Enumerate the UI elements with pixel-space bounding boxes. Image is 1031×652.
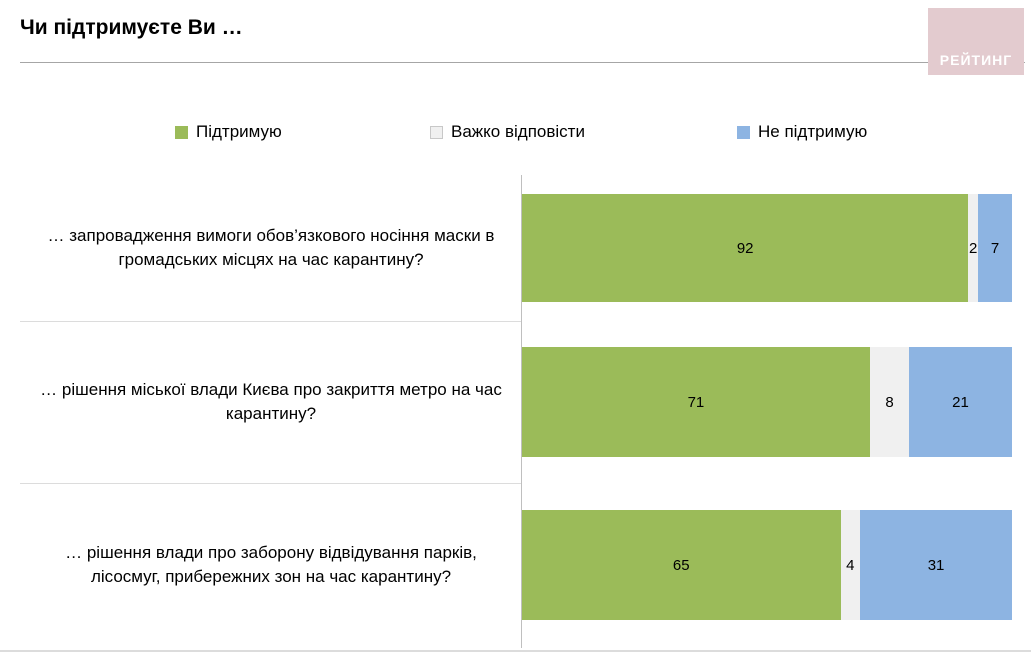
chart-legend: Підтримую Важко відповісти Не підтримую <box>0 122 1031 150</box>
category-label: … рішення влади про заборону відвідуванн… <box>65 543 477 586</box>
y-axis-line <box>521 175 522 648</box>
header-divider <box>20 62 1025 63</box>
bar-segment-hard-to-answer: 4 <box>840 510 861 620</box>
legend-item-hard-to-answer: Важко відповісти <box>430 122 585 142</box>
chart-row: … рішення влади про заборону відвідуванн… <box>20 483 1012 647</box>
bar-value: 31 <box>927 556 945 574</box>
legend-swatch-green <box>175 125 188 139</box>
bar-segment-hard-to-answer: 2 <box>968 194 979 302</box>
page-title: Чи підтримуєте Ви … <box>20 16 243 39</box>
bar-segment-support: 92 <box>522 194 969 302</box>
legend-label: Підтримую <box>196 122 282 141</box>
chart-row: … запровадження вимоги обов’язкового нос… <box>20 175 1012 321</box>
stacked-bar: 65 4 31 <box>522 510 1012 620</box>
legend-label: Не підтримую <box>758 122 868 141</box>
bar-segment-not-support: 7 <box>978 194 1012 302</box>
bar-value: 4 <box>846 556 855 574</box>
bar-value: 2 <box>969 239 978 257</box>
legend-swatch-blue <box>737 125 750 139</box>
rating-logo: РЕЙТИНГ <box>928 8 1024 75</box>
bar-value: 7 <box>990 239 1000 257</box>
bar-segment-not-support: 21 <box>909 347 1012 457</box>
bar-segment-hard-to-answer: 8 <box>869 347 910 457</box>
bar-value: 71 <box>687 393 705 411</box>
legend-item-support: Підтримую <box>175 122 282 142</box>
stacked-bar: 92 2 7 <box>522 194 1012 302</box>
row-separator <box>20 483 521 484</box>
category-label: … запровадження вимоги обов’язкового нос… <box>47 226 495 269</box>
row-separator <box>20 321 521 322</box>
legend-item-not-support: Не підтримую <box>737 122 867 142</box>
bar-segment-not-support: 31 <box>860 510 1012 620</box>
bar-value: 8 <box>885 393 894 411</box>
category-label: … рішення міської влади Києва про закрит… <box>40 380 502 423</box>
stacked-bar: 71 8 21 <box>522 347 1012 457</box>
bar-segment-support: 71 <box>522 347 870 457</box>
legend-swatch-gray <box>430 125 443 139</box>
bar-value: 92 <box>736 239 754 257</box>
chart-row: … рішення міської влади Києва про закрит… <box>20 321 1012 483</box>
bar-value: 65 <box>672 556 690 574</box>
legend-label: Важко відповісти <box>451 122 585 141</box>
bar-segment-support: 65 <box>522 510 841 620</box>
bar-value: 21 <box>952 393 969 411</box>
